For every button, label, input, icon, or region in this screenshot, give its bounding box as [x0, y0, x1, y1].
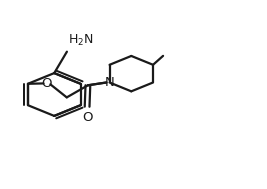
Text: O: O: [42, 77, 52, 90]
Text: N: N: [105, 76, 115, 89]
Text: H$_2$N: H$_2$N: [68, 33, 94, 48]
Text: O: O: [82, 111, 92, 124]
